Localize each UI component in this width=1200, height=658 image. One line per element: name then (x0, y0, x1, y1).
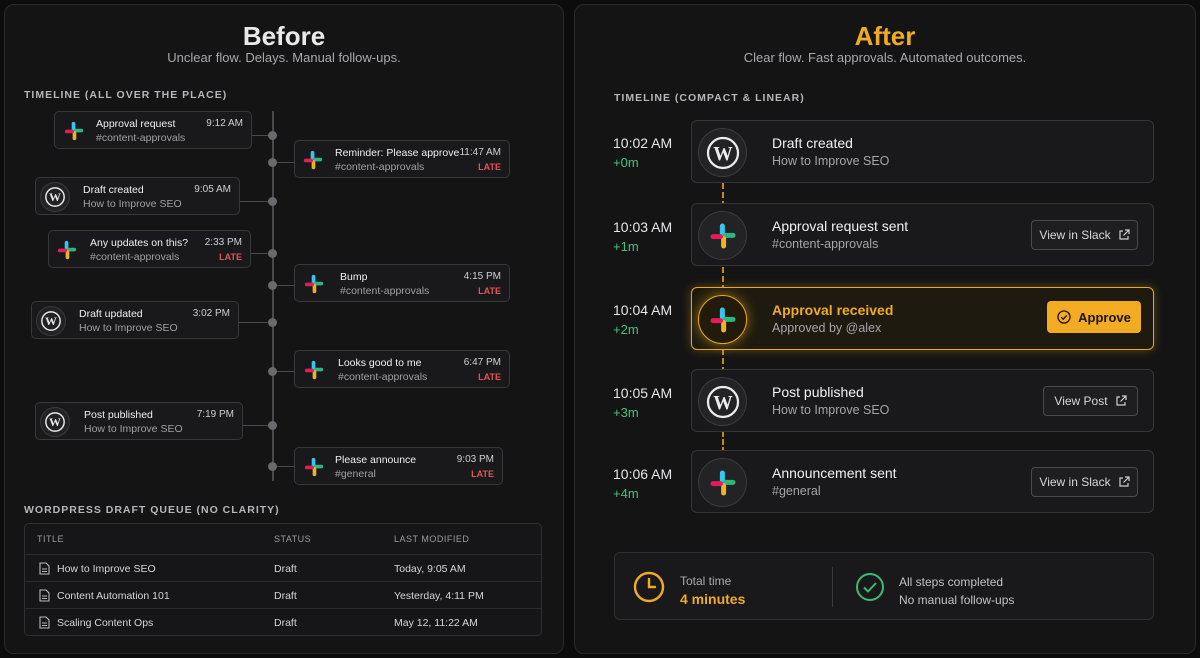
total-time-label: Total time (680, 574, 732, 588)
svg-text:W: W (49, 190, 61, 204)
external-link-icon (1118, 476, 1130, 487)
event-card: Bump #content-approvals 4:15 PM LATE (294, 264, 510, 302)
step-time: 10:03 AM (613, 219, 673, 235)
view-in-slack-button[interactable]: View in Slack (1031, 467, 1138, 497)
connector (722, 431, 724, 453)
summary-box: Total time 4 minutes All steps completed… (614, 552, 1154, 620)
event-card: W Draft created How to Improve SEO 9:05 … (35, 177, 240, 215)
event-card: Any updates on this? #content-approvals … (48, 230, 251, 268)
step-card-post-published: W Post published How to Improve SEO View… (691, 369, 1154, 432)
table-row[interactable]: How to Improve SEO Draft Today, 9:05 AM (25, 554, 541, 581)
late-badge: LATE (471, 469, 494, 479)
timeline-dot (268, 367, 277, 376)
event-card: Approval request #content-approvals 9:12… (54, 111, 252, 149)
queue-label: WORDPRESS DRAFT QUEUE (NO CLARITY) (24, 504, 280, 516)
draft-queue-table: TITLE STATUS LAST MODIFIED How to Improv… (24, 523, 542, 636)
late-badge: LATE (219, 252, 242, 262)
wordpress-icon: W (698, 128, 747, 177)
connector (722, 183, 724, 207)
timeline-dot (268, 158, 277, 167)
timeline-dot (268, 197, 277, 206)
all-steps-label: All steps completed (899, 575, 1004, 589)
event-card: W Post published How to Improve SEO 7:19… (35, 402, 243, 440)
slack-icon (304, 457, 324, 477)
slack-icon (304, 360, 324, 380)
timeline-dot (268, 421, 277, 430)
step-delta: +0m (613, 155, 639, 170)
after-subtitle: Clear flow. Fast approvals. Automated ou… (743, 50, 1027, 65)
step-card-approval-request: Approval request sent #content-approvals… (691, 203, 1154, 266)
timeline-axis (272, 111, 274, 481)
step-delta: +2m (613, 322, 639, 337)
connector (722, 267, 724, 291)
timeline-dot (268, 462, 277, 471)
event-card: Reminder: Please approve #content-approv… (294, 140, 510, 178)
step-card-announcement: Announcement sent #general View in Slack (691, 450, 1154, 513)
step-delta: +4m (613, 486, 639, 501)
svg-text:W: W (713, 392, 733, 413)
column-header-status: STATUS (274, 534, 312, 544)
connector (722, 349, 724, 373)
step-time: 10:05 AM (613, 385, 673, 401)
before-panel: Before Unclear flow. Delays. Manual foll… (4, 4, 564, 654)
slack-icon (303, 150, 323, 170)
slack-icon (64, 121, 84, 141)
timeline-dot (268, 318, 277, 327)
table-row[interactable]: Scaling Content Ops Draft May 12, 11:22 … (25, 608, 541, 635)
svg-text:W: W (713, 143, 733, 164)
no-followups-label: No manual follow-ups (899, 593, 1015, 607)
timeline-dot (268, 249, 277, 258)
wordpress-icon: W (36, 306, 66, 336)
slack-icon (698, 211, 747, 260)
slack-icon (304, 274, 324, 294)
document-icon (39, 616, 50, 629)
timeline-dot (268, 131, 277, 140)
step-time: 10:06 AM (613, 466, 673, 482)
document-icon (39, 589, 50, 602)
event-card: Looks good to me #content-approvals 6:47… (294, 350, 510, 388)
wordpress-icon: W (40, 182, 70, 212)
late-badge: LATE (478, 286, 501, 296)
step-card-approval-received: Approval received Approved by @alex Appr… (691, 287, 1154, 350)
clock-icon (633, 571, 665, 603)
column-header-title: TITLE (37, 534, 65, 544)
slack-icon (698, 458, 747, 507)
step-time: 10:02 AM (613, 135, 673, 151)
timeline-dot (268, 281, 277, 290)
step-card-draft-created: W Draft created How to Improve SEO (691, 120, 1154, 183)
approve-button[interactable]: Approve (1047, 301, 1141, 333)
svg-text:W: W (45, 314, 57, 328)
after-timeline-label: TIMELINE (COMPACT & LINEAR) (614, 92, 805, 104)
after-title: After (854, 21, 916, 51)
before-subtitle: Unclear flow. Delays. Manual follow-ups. (167, 50, 401, 65)
late-badge: LATE (478, 162, 501, 172)
external-link-icon (1115, 395, 1127, 406)
view-post-button[interactable]: View Post (1043, 386, 1138, 416)
external-link-icon (1118, 229, 1130, 240)
after-panel: After Clear flow. Fast approvals. Automa… (574, 4, 1196, 654)
check-circle-icon (1057, 310, 1071, 324)
step-delta: +3m (613, 405, 639, 420)
before-title: Before (242, 21, 326, 51)
divider (832, 567, 833, 607)
step-time: 10:04 AM (613, 302, 673, 318)
slack-icon (698, 295, 747, 344)
wordpress-icon: W (40, 407, 70, 437)
column-header-modified: LAST MODIFIED (394, 534, 470, 544)
step-delta: +1m (613, 239, 639, 254)
wordpress-icon: W (698, 377, 747, 426)
event-card: W Draft updated How to Improve SEO 3:02 … (31, 301, 239, 339)
event-card: Please announce #general 9:03 PM LATE (294, 447, 503, 485)
late-badge: LATE (478, 372, 501, 382)
total-time-value: 4 minutes (680, 591, 746, 607)
table-row[interactable]: Content Automation 101 Draft Yesterday, … (25, 581, 541, 608)
slack-icon (57, 240, 77, 260)
svg-text:W: W (49, 415, 61, 429)
view-in-slack-button[interactable]: View in Slack (1031, 220, 1138, 250)
document-icon (39, 562, 50, 575)
check-circle-icon (856, 573, 884, 601)
before-timeline-label: TIMELINE (ALL OVER THE PLACE) (24, 89, 228, 101)
